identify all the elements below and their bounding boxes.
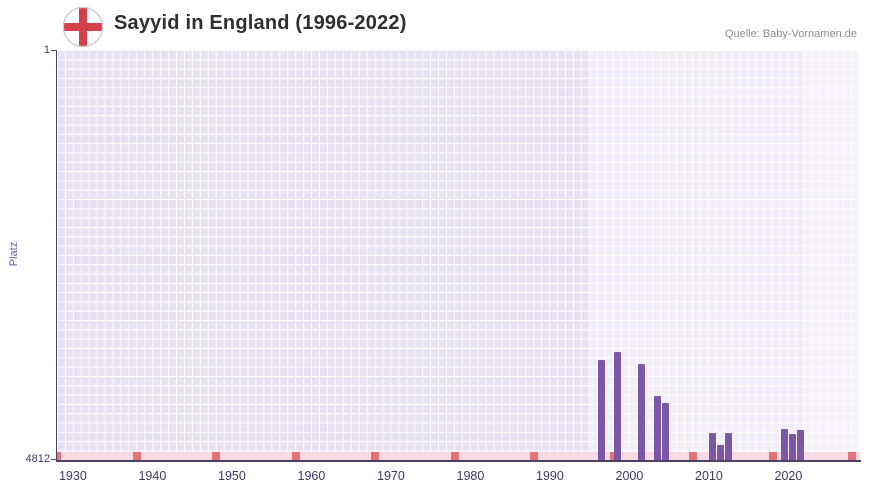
highlight-band <box>804 50 860 460</box>
source-label: Quelle: Baby-Vornamen.de <box>724 28 857 40</box>
x-tick-label: 2000 <box>615 469 644 483</box>
y-tick-label-bottom: 4812 <box>25 453 50 465</box>
no-data-marker <box>848 452 857 460</box>
bar-2012[interactable] <box>725 433 733 460</box>
x-tick-label: 1990 <box>536 469 564 483</box>
y-tick-mark-bottom <box>51 459 56 460</box>
plot-area <box>57 50 860 460</box>
no-data-marker <box>609 452 618 460</box>
x-tick-label: 1960 <box>297 469 326 483</box>
x-tick-label: 1980 <box>456 469 485 483</box>
y-tick-mark-top <box>51 50 56 51</box>
bar-2003[interactable] <box>653 395 661 460</box>
bar-2004[interactable] <box>661 402 669 460</box>
no-data-marker <box>768 452 777 460</box>
x-axis-line <box>56 460 861 462</box>
no-data-marker <box>212 452 220 460</box>
bar-1996[interactable] <box>598 360 606 460</box>
y-axis-title: Platz <box>8 241 20 267</box>
no-data-strip <box>57 452 860 460</box>
no-data-marker <box>291 452 300 460</box>
x-tick-label: 1940 <box>138 469 167 483</box>
bar-2020[interactable] <box>788 434 796 460</box>
highlight-band <box>589 50 860 460</box>
bar-2001[interactable] <box>637 364 645 460</box>
bar-1998[interactable] <box>614 351 621 460</box>
bar-2019[interactable] <box>780 429 788 460</box>
bar-2010[interactable] <box>709 432 717 460</box>
y-axis-line <box>56 50 57 461</box>
x-tick-label: 2020 <box>774 469 803 483</box>
bar-2021[interactable] <box>796 430 804 460</box>
no-data-marker <box>450 452 459 460</box>
x-tick-label: 2010 <box>695 469 723 483</box>
england-flag-svg <box>62 6 104 48</box>
bar-2011[interactable] <box>717 445 725 460</box>
x-tick-label: 1970 <box>377 469 405 483</box>
x-tick-label: 1930 <box>58 469 87 483</box>
x-tick-label: 1950 <box>218 469 246 483</box>
no-data-marker <box>132 452 141 460</box>
page-title: Sayyid in England (1996-2022) <box>114 12 407 34</box>
england-flag-icon <box>62 6 104 48</box>
no-data-marker <box>530 452 539 460</box>
y-tick-label-top: 1 <box>43 44 50 56</box>
no-data-marker <box>57 452 61 460</box>
x-axis-ticks: 1930 1940 1950 1960 1970 1980 1990 2000 2010 2020 <box>57 469 860 487</box>
no-data-marker <box>371 452 380 460</box>
no-data-marker <box>689 452 698 460</box>
